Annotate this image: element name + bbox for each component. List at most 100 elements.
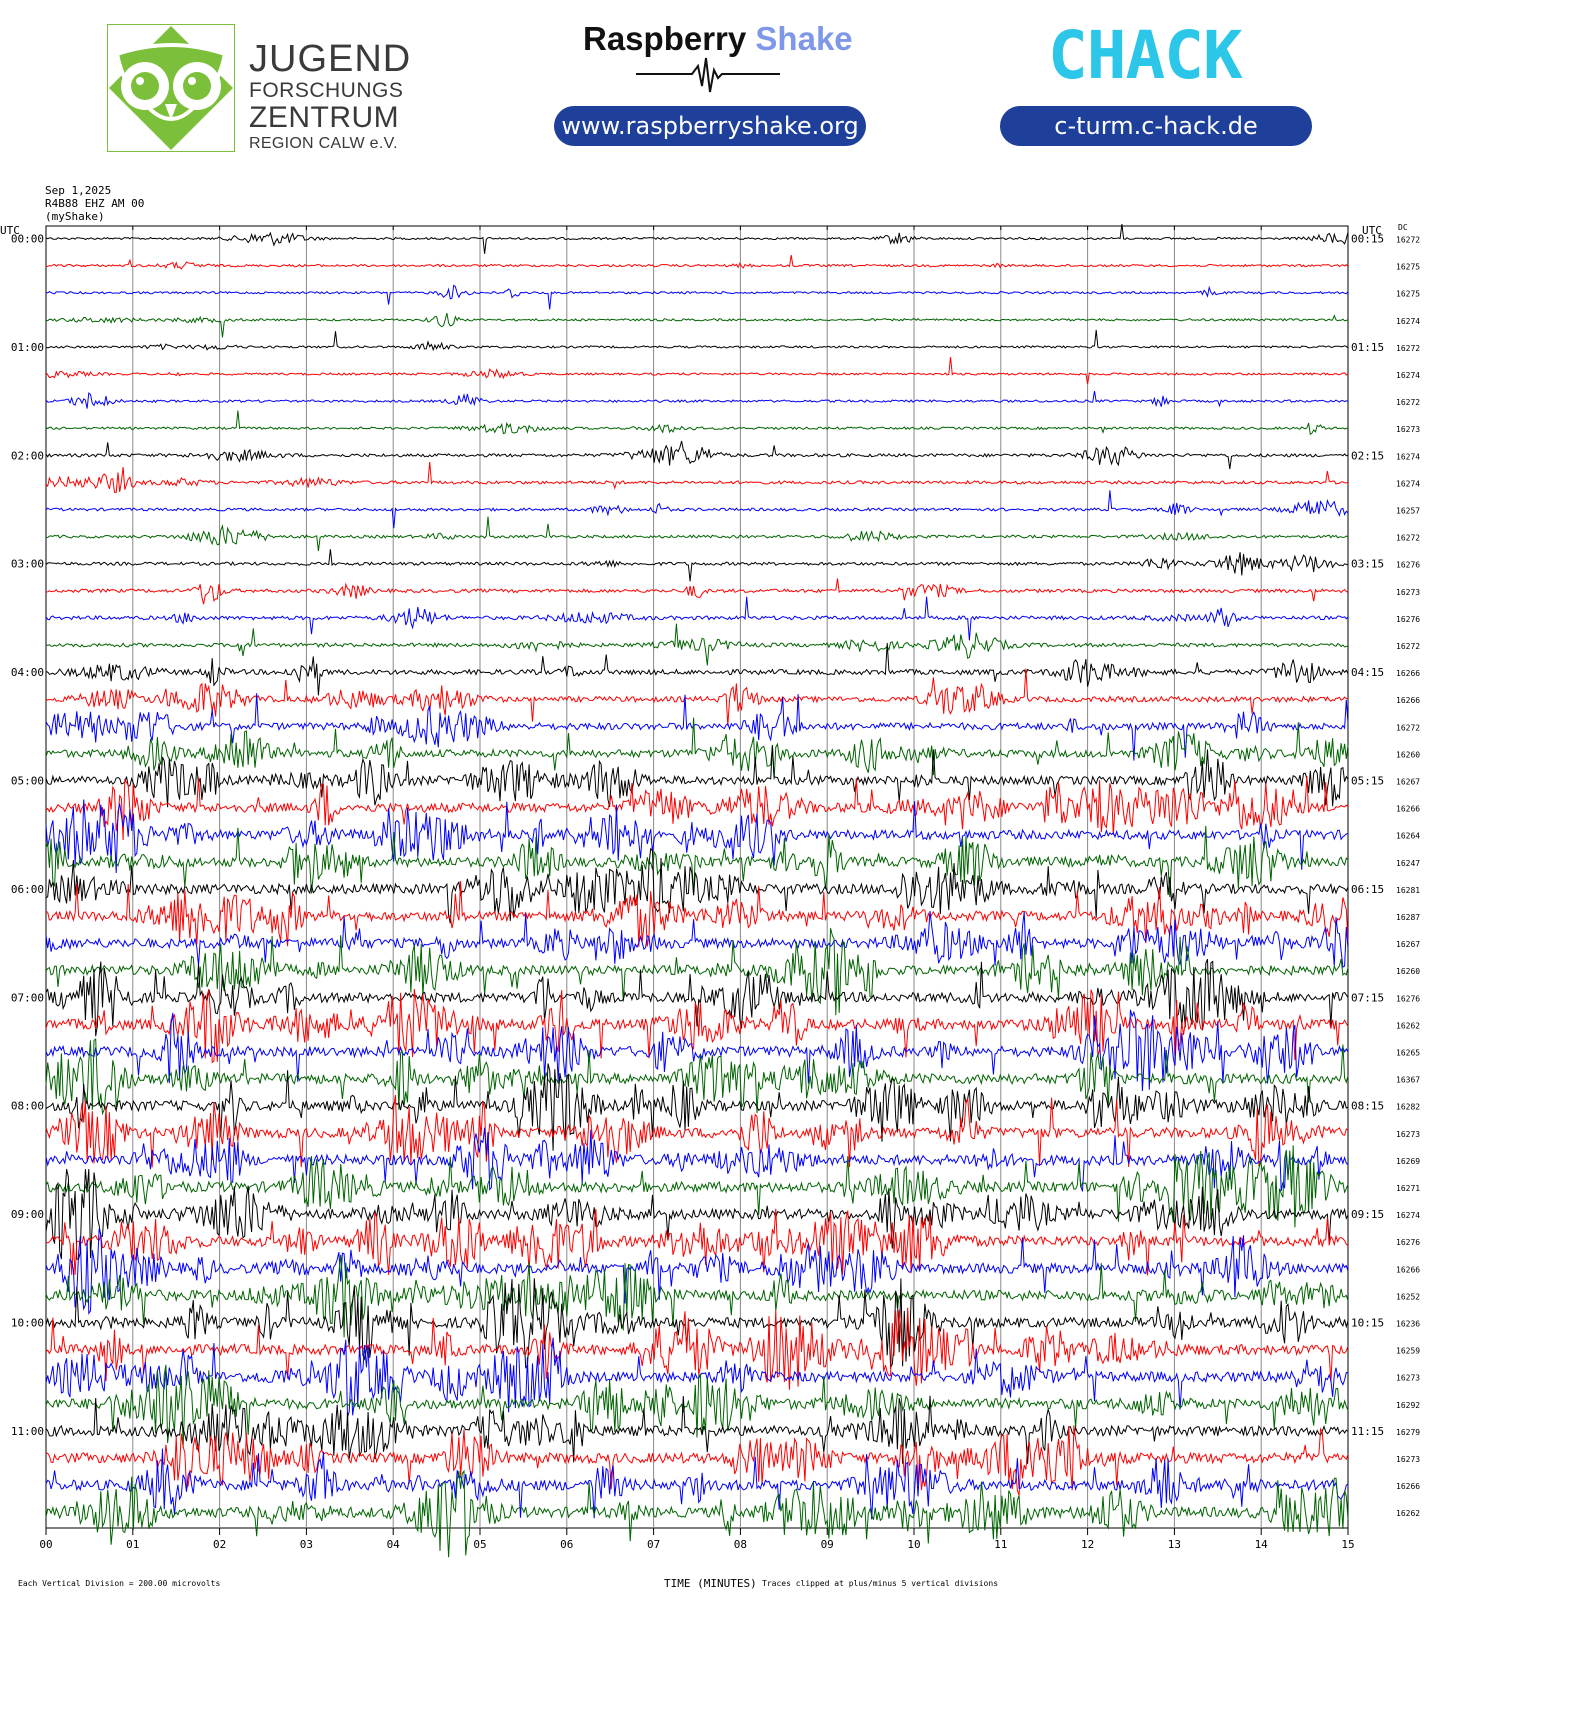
row-dc-value: 16264 — [1396, 832, 1420, 841]
trace-line — [45, 928, 1349, 1016]
trace-line — [45, 284, 1349, 310]
row-time-label-right: 09:15 — [1351, 1208, 1384, 1221]
row-dc-value: 16265 — [1396, 1049, 1420, 1058]
row-time-label-left: 01:00 — [11, 341, 44, 354]
trace-line — [45, 693, 1349, 761]
trace-line — [45, 988, 1349, 1064]
left-timezone-label: UTC — [0, 224, 20, 237]
rs-url-link[interactable]: www.raspberryshake.org — [554, 106, 866, 146]
row-dc-value: 16269 — [1396, 1157, 1420, 1166]
row-dc-value: 16367 — [1396, 1076, 1420, 1085]
jfz-wordmark: JUGEND FORSCHUNGS ZENTRUM REGION CALW e.… — [249, 40, 411, 152]
row-time-label-left: 10:00 — [11, 1317, 44, 1330]
row-dc-value: 16252 — [1396, 1292, 1420, 1301]
row-dc-value: 16274 — [1396, 452, 1420, 461]
row-dc-value: 16272 — [1396, 344, 1420, 353]
row-time-label-left: 09:00 — [11, 1208, 44, 1221]
x-tick-label: 12 — [1081, 1538, 1094, 1551]
clipping-note: Traces clipped at plus/minus 5 vertical … — [762, 1579, 999, 1588]
x-tick-label: 14 — [1255, 1538, 1269, 1551]
row-dc-value: 16276 — [1396, 1238, 1420, 1247]
trace-line — [45, 1448, 1349, 1520]
trace-line — [45, 490, 1349, 529]
row-time-label-right: 02:15 — [1351, 449, 1384, 462]
x-tick-label: 13 — [1168, 1538, 1181, 1551]
trace-line — [45, 596, 1349, 641]
trace-line — [45, 549, 1349, 582]
row-dc-value: 16276 — [1396, 561, 1420, 570]
trace-line — [45, 1094, 1349, 1168]
x-tick-label: 15 — [1341, 1538, 1354, 1551]
seismo-squiggle-icon — [636, 57, 780, 93]
row-time-label-left: 08:00 — [11, 1100, 44, 1113]
row-time-label-right: 01:15 — [1351, 341, 1384, 354]
row-dc-value: 16266 — [1396, 669, 1420, 678]
row-time-label-right: 07:15 — [1351, 991, 1384, 1004]
trace-line — [45, 391, 1349, 409]
trace-line — [45, 516, 1349, 552]
trace-line — [45, 1307, 1349, 1390]
plot-frame — [45, 225, 1349, 1529]
trace-line — [45, 745, 1349, 808]
row-time-label-right: 04:15 — [1351, 666, 1384, 679]
trace-line — [45, 1145, 1349, 1228]
row-time-label-right: 10:15 — [1351, 1317, 1384, 1330]
row-dc-value: 16260 — [1396, 750, 1420, 759]
row-dc-value: 16266 — [1396, 1265, 1420, 1274]
x-tick-label: 00 — [39, 1538, 52, 1551]
x-tick-label: 11 — [994, 1538, 1007, 1551]
row-dc-value: 16276 — [1396, 615, 1420, 624]
dc-header-label: DC — [1398, 223, 1408, 232]
x-tick-label: 02 — [213, 1538, 226, 1551]
x-tick-label: 01 — [126, 1538, 139, 1551]
jfz-line-2: FORSCHUNGS — [249, 79, 404, 102]
trace-line — [45, 847, 1349, 924]
x-tick-label: 06 — [560, 1538, 573, 1551]
row-dc-value: 16272 — [1396, 534, 1420, 543]
x-tick-label: 10 — [907, 1538, 920, 1551]
row-dc-value: 16272 — [1396, 723, 1420, 732]
row-dc-value: 16274 — [1396, 317, 1420, 326]
trace-line — [45, 1364, 1349, 1449]
row-dc-value: 16292 — [1396, 1401, 1420, 1410]
rs-url-text: www.raspberryshake.org — [561, 112, 859, 140]
x-tick-label: 08 — [734, 1538, 747, 1551]
row-dc-value: 16267 — [1396, 940, 1420, 949]
trace-line — [45, 461, 1349, 493]
trace-line — [45, 440, 1349, 470]
trace-line — [45, 1254, 1349, 1338]
rs-title-main: Raspberry — [583, 20, 747, 57]
jfz-owl-logo — [107, 24, 235, 152]
station-code: R4B88 EHZ AM 00 — [45, 197, 145, 210]
trace-line — [45, 1469, 1349, 1558]
trace-line — [45, 329, 1349, 352]
trace-line — [45, 1228, 1349, 1315]
row-time-label-right: 00:15 — [1351, 233, 1384, 246]
row-dc-value: 16279 — [1396, 1428, 1420, 1437]
trace-line — [45, 223, 1349, 254]
trace-line — [45, 356, 1349, 385]
x-tick-label: 03 — [300, 1538, 313, 1551]
trace-line — [45, 1127, 1349, 1192]
jfz-line-1: JUGEND — [249, 38, 412, 80]
trace-line — [45, 1278, 1349, 1370]
row-time-label-left: 06:00 — [11, 883, 44, 896]
row-time-label-right: 03:15 — [1351, 558, 1384, 571]
row-dc-value: 16266 — [1396, 696, 1420, 705]
trace-line — [45, 1009, 1349, 1092]
row-dc-value: 16259 — [1396, 1347, 1420, 1356]
trace-line — [45, 642, 1349, 696]
row-dc-value: 16262 — [1396, 1021, 1420, 1030]
chack-url-link[interactable]: c-turm.c-hack.de — [1000, 106, 1312, 146]
row-dc-value: 16275 — [1396, 263, 1420, 272]
trace-line — [45, 1208, 1349, 1276]
row-dc-value: 16273 — [1396, 1455, 1420, 1464]
row-dc-value: 16274 — [1396, 371, 1420, 380]
raspberry-shake-logo: Raspberry Shake — [583, 20, 853, 58]
row-time-label-left: 02:00 — [11, 449, 44, 462]
row-dc-value: 16274 — [1396, 1211, 1420, 1220]
row-dc-value: 16236 — [1396, 1320, 1420, 1329]
row-dc-value: 16273 — [1396, 425, 1420, 434]
row-dc-value: 16281 — [1396, 886, 1420, 895]
row-dc-value: 16273 — [1396, 1374, 1420, 1383]
